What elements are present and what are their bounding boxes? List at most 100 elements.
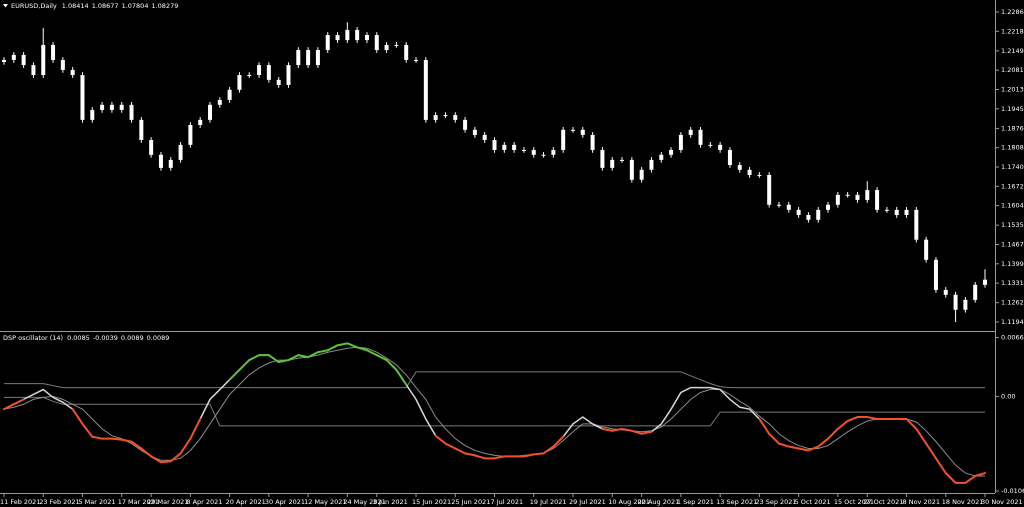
oscillator-highlight: [179, 437, 192, 455]
y-tick-label: 1.17400: [1001, 163, 1024, 171]
candle-body: [629, 159, 634, 180]
oscillator-highlight: [277, 359, 290, 364]
candle-body: [208, 104, 213, 120]
oscillator-highlight: [267, 354, 280, 364]
x-tick-label: 27 Oct 2021: [863, 498, 903, 506]
y-tick-label: 1.15350: [1001, 221, 1024, 229]
oscillator-highlight: [140, 447, 153, 458]
candle-body: [502, 144, 507, 150]
oscillator-highlight: [621, 427, 633, 432]
oscillator-highlight: [169, 452, 182, 463]
candle-body: [727, 149, 732, 166]
x-tick-label: 30 Apr 2021: [265, 498, 305, 506]
oscillator-highlight: [365, 349, 378, 357]
indicator-readout: 0.0089: [121, 334, 144, 342]
x-tick-label: 29 Mar 2021: [147, 498, 188, 506]
oscillator-highlight: [238, 359, 251, 371]
oscillator-highlight: [189, 418, 202, 440]
candle-body: [60, 59, 65, 70]
candle-body: [826, 204, 831, 210]
candle-body: [198, 119, 203, 125]
oscillator-highlight: [385, 359, 398, 371]
oscillator-highlight: [473, 454, 486, 460]
x-tick-label: 3 Jun 2021: [373, 498, 408, 506]
oscillator-highlight: [287, 354, 300, 362]
candle-body: [178, 144, 183, 160]
indicator-readout: -0.0039: [93, 334, 118, 342]
candle-body: [414, 59, 419, 61]
y-tick-label: 1.16040: [1001, 202, 1024, 210]
oscillator-highlight: [326, 344, 339, 352]
candle-body: [590, 134, 595, 150]
candle-body: [747, 169, 752, 175]
candle-body: [394, 44, 399, 46]
candle-body: [315, 50, 320, 66]
candle-body: [806, 214, 811, 220]
candle-body: [639, 169, 644, 180]
candle-body: [708, 144, 713, 146]
candle-body: [943, 289, 948, 295]
candle-body: [492, 140, 497, 150]
oscillator-highlight: [601, 427, 614, 432]
candle-body: [924, 239, 929, 260]
oscillator-highlight: [12, 398, 25, 406]
y-tick-label: 0.0066: [1001, 333, 1024, 341]
symbol-menu-icon[interactable]: [3, 4, 8, 8]
x-tick-label: 25 Jun 2021: [451, 498, 490, 506]
oscillator-highlight: [630, 429, 643, 435]
x-tick-label: 18 Nov 2021: [942, 498, 984, 506]
candle-body: [610, 159, 615, 168]
oscillator-highlight: [3, 403, 15, 411]
candle-body: [384, 44, 389, 51]
oscillator-highlight: [307, 351, 319, 359]
quote-low: 1.07804: [122, 2, 149, 10]
lower-level: [4, 396, 985, 427]
candle-body: [70, 69, 75, 76]
x-tick-label: 23 Feb 2021: [39, 498, 79, 506]
oscillator-highlight: [493, 455, 506, 460]
symbol: EURUSD,Daily: [11, 2, 57, 10]
x-tick-label: 17 Mar 2021: [118, 498, 159, 506]
oscillator-highlight: [836, 419, 849, 430]
candle-body: [786, 204, 791, 210]
candle-body: [119, 104, 124, 110]
candle-body: [865, 189, 870, 200]
y-tick-label: 1.21490: [1001, 47, 1024, 55]
x-tick-label: 15 Oct 2021: [834, 498, 874, 506]
candle-body: [11, 54, 16, 60]
oscillator-highlight: [768, 432, 780, 445]
candle-body: [90, 109, 95, 120]
oscillator-highlight: [395, 368, 408, 386]
candle-body: [21, 54, 26, 66]
candle-body: [757, 174, 762, 176]
candle-body: [796, 209, 801, 215]
oscillator-highlight: [71, 408, 84, 425]
x-tick-label: 8 Nov 2021: [903, 498, 941, 506]
x-tick-label: 1 Sep 2021: [677, 498, 714, 506]
oscillator-highlight: [964, 475, 977, 484]
candle-body: [875, 189, 880, 210]
candle-body: [433, 115, 438, 120]
oscillator-highlight: [159, 460, 172, 464]
candle-body: [561, 129, 566, 150]
oscillator-highlight: [346, 342, 359, 349]
candle-body: [100, 104, 105, 110]
chart-header: EURUSD,Daily 1.08414 1.08677 1.07804 1.08279: [11, 2, 178, 10]
oscillator-highlight: [777, 442, 790, 448]
indicator-header: DSP oscillator (14) 0.0085 -0.0039 0.0089 0.…: [3, 334, 169, 342]
x-tick-label: 10 Aug 2021: [608, 498, 650, 506]
candle-body: [168, 159, 173, 168]
candle-body: [109, 104, 114, 110]
oscillator-highlight: [81, 422, 94, 438]
candle-body: [266, 65, 271, 80]
y-tick-label: 1.20130: [1001, 86, 1024, 94]
candle-body: [512, 144, 517, 150]
oscillator-highlight: [464, 452, 476, 457]
candle-body: [80, 75, 85, 120]
oscillator-highlight: [110, 437, 123, 441]
x-tick-label: 23 Sep 2021: [755, 498, 796, 506]
candle-body: [247, 75, 252, 77]
candle-body: [649, 159, 654, 170]
candle-body: [659, 154, 664, 160]
